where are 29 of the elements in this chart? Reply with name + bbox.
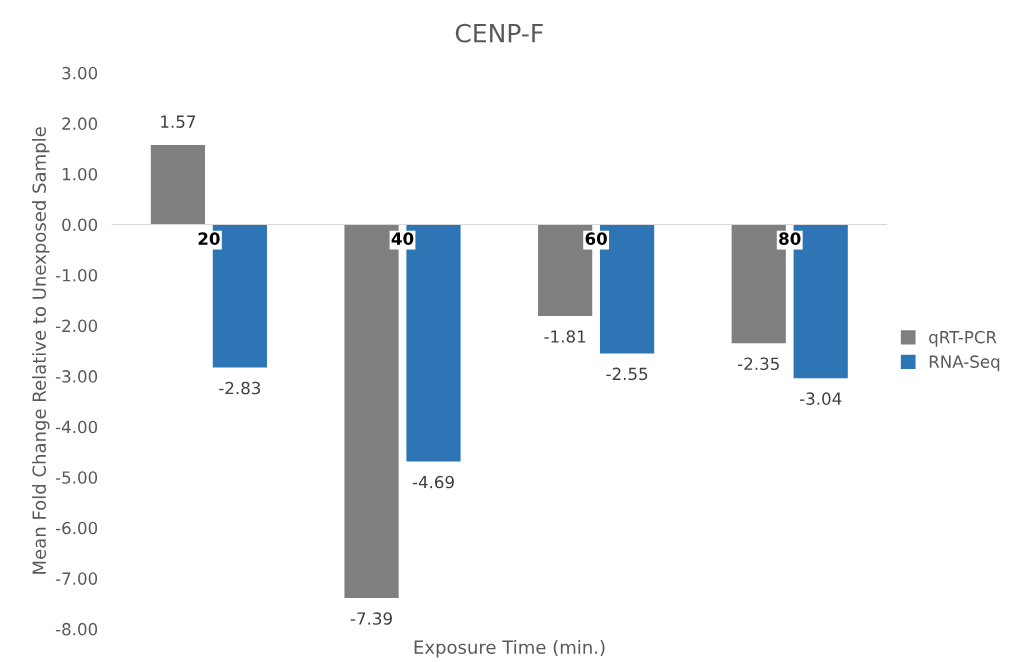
y-tick-label: -1.00 — [55, 268, 98, 282]
x-tick-label: 40 — [391, 232, 414, 245]
data-label: -2.83 — [219, 381, 261, 395]
x-tick-label: 20 — [198, 232, 220, 245]
y-tick-label: -2.00 — [55, 319, 98, 333]
data-label: -2.55 — [606, 367, 648, 381]
y-tick-label: -7.00 — [55, 572, 98, 585]
x-tick-label: 60 — [585, 232, 607, 245]
y-tick-label: -3.00 — [55, 370, 98, 383]
x-tick-label: 80 — [779, 232, 801, 245]
legend-label: qRT-PCR — [929, 330, 997, 347]
y-tick-label: 2.00 — [62, 117, 98, 130]
y-tick-label: -8.00 — [55, 622, 98, 636]
legend-label: RNA-Seq — [929, 355, 1000, 372]
y-tick-label: 1.00 — [62, 167, 98, 181]
y-axis-title: Mean Fold Change Relative to Unexposed Sample — [32, 127, 50, 574]
y-tick-label: 3.00 — [62, 66, 98, 80]
data-label: 1.57 — [161, 115, 196, 128]
y-tick-label: -5.00 — [55, 471, 98, 484]
chart-title: CENP-F — [455, 23, 543, 43]
data-label: -1.81 — [544, 330, 586, 343]
y-tick-label: 0.00 — [62, 218, 98, 232]
data-label: -2.35 — [738, 357, 779, 371]
data-label: -4.69 — [412, 475, 454, 489]
data-label: -7.39 — [350, 612, 392, 625]
y-tick-label: -6.00 — [55, 521, 98, 535]
data-label: -3.04 — [799, 392, 842, 405]
y-tick-label: -4.00 — [55, 420, 98, 434]
x-axis-title: Exposure Time (min.) — [414, 640, 605, 658]
